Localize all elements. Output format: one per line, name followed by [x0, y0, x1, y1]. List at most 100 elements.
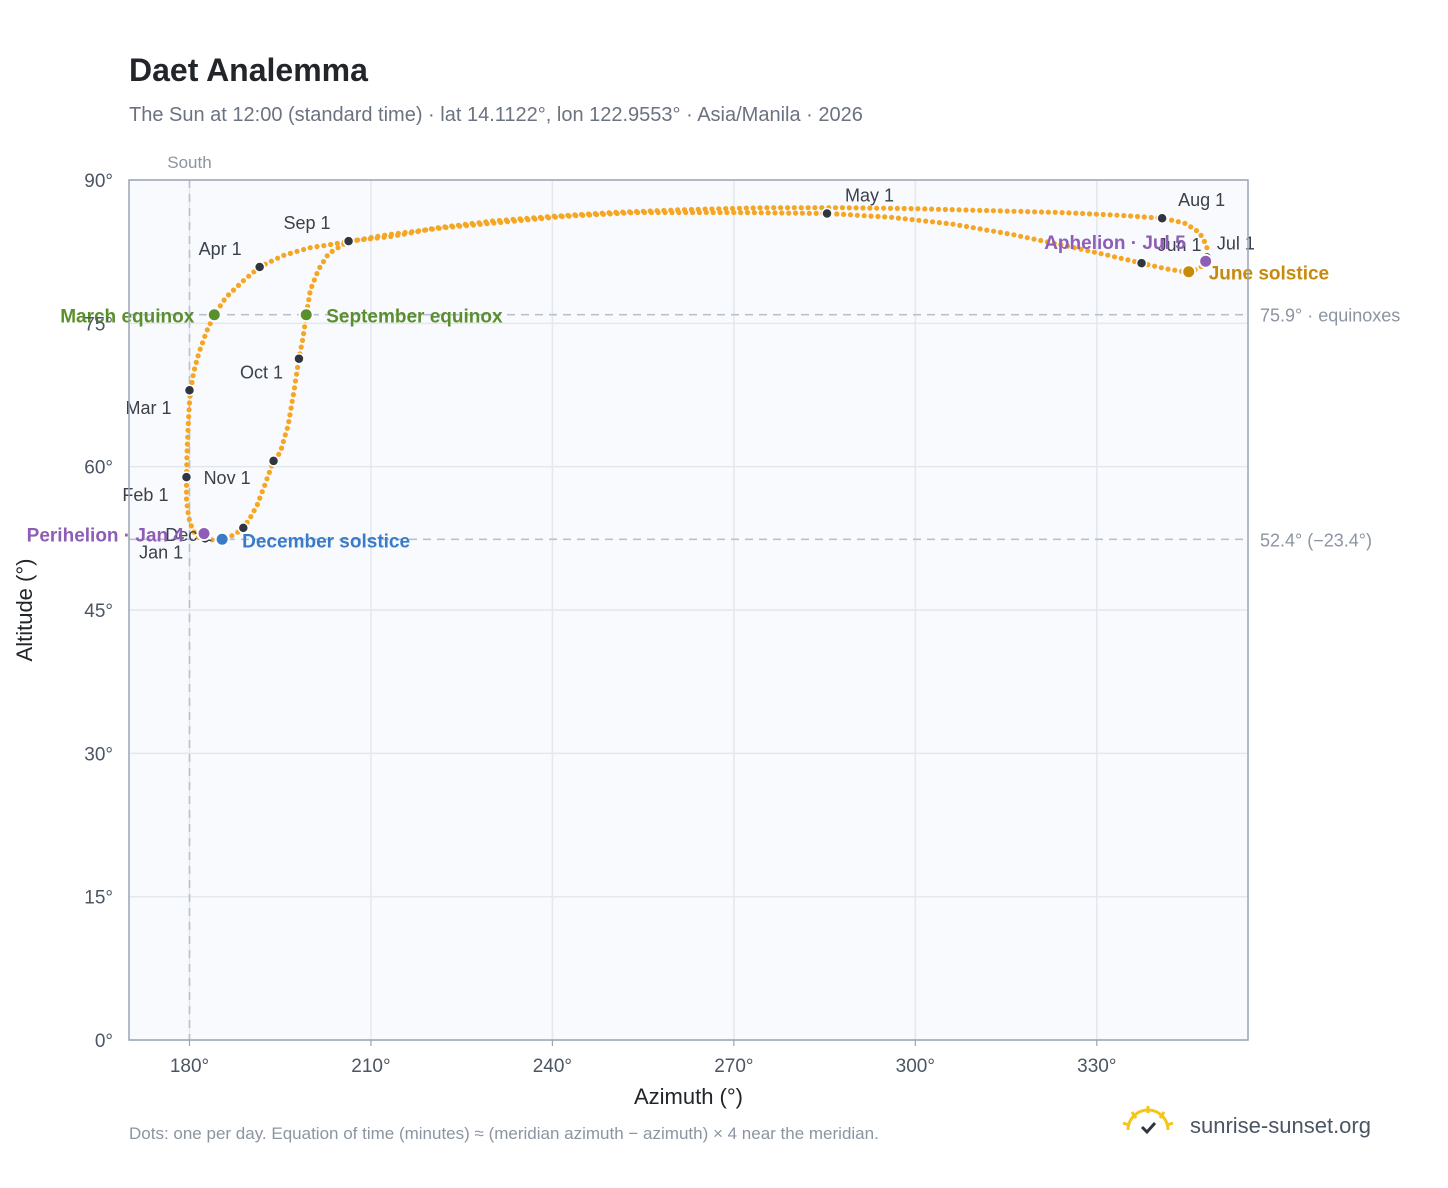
analemma-day-dot [860, 205, 866, 211]
reference-line-label: 75.9° · equinoxes [1260, 306, 1400, 326]
analemma-day-dot [229, 533, 235, 539]
analemma-day-dot [627, 209, 633, 215]
analemma-day-dot [1025, 209, 1031, 215]
analemma-day-dot [868, 213, 874, 219]
analemma-day-dot [299, 337, 306, 343]
analemma-day-dot [585, 211, 592, 217]
analemma-day-dot [189, 379, 195, 386]
meridian-label: South [167, 153, 211, 172]
analemma-day-dot [1058, 242, 1064, 248]
analemma-day-dot [854, 212, 860, 218]
analemma-day-dot [579, 211, 585, 218]
analemma-day-dot [282, 432, 288, 438]
analemma-day-dot [435, 225, 441, 231]
analemma-day-dot [723, 206, 729, 212]
analemma-day-dot [1158, 265, 1164, 271]
analemma-day-dot [254, 501, 260, 508]
analemma-day-dot [317, 264, 323, 270]
brand-name[interactable]: sunrise-sunset.org [1190, 1113, 1371, 1138]
analemma-day-dot [956, 207, 962, 213]
analemma-day-dot [1038, 237, 1044, 244]
x-tick-label: 270° [714, 1056, 753, 1077]
analemma-day-dot [314, 244, 320, 250]
analemma-day-dot [1018, 233, 1024, 239]
analemma-day-dot [1201, 238, 1207, 244]
analemma-day-dot [191, 366, 198, 372]
event-marker [206, 307, 222, 323]
analemma-day-dot [882, 214, 888, 220]
reference-lines: South 75.9° · equinoxes 52.4° (−23.4°) [129, 153, 1400, 1040]
analemma-day-dot [307, 245, 313, 251]
analemma-day-dot [184, 455, 190, 461]
analemma-day-dot [275, 255, 281, 261]
analemma-day-dot [1065, 243, 1071, 249]
analemma-day-dot [496, 217, 502, 224]
analemma-day-dot [1182, 220, 1188, 226]
analemma-day-dot [923, 218, 929, 224]
analemma-day-dot [793, 210, 799, 216]
analemma-day-dot [1045, 209, 1051, 215]
analemma-day-dot [990, 208, 997, 214]
analemma-day-dot [276, 451, 282, 457]
analemma-day-dot [736, 205, 743, 211]
analemma-day-dot [599, 210, 605, 216]
analemma-day-dot [251, 508, 257, 514]
analemma-day-dot [289, 398, 295, 404]
analemma-day-dot [592, 211, 598, 217]
analemma-day-dot [813, 210, 819, 216]
event-marker [298, 307, 314, 323]
analemma-day-dot [565, 212, 571, 218]
analemma-day-dot [374, 235, 380, 241]
analemma-day-dot [1204, 245, 1210, 251]
analemma-day-dot [889, 214, 895, 220]
analemma-day-dot [970, 225, 976, 231]
analemma-day-dot [1066, 210, 1072, 216]
analemma-day-dot [510, 216, 516, 222]
month-marker-label: Nov 1 [204, 468, 251, 488]
month-marker [180, 471, 193, 483]
analemma-day-dot [266, 469, 272, 475]
event-marker [196, 526, 212, 542]
x-tick-label: 240° [533, 1056, 572, 1077]
brand-logo[interactable]: sunrise-sunset.org [1120, 1104, 1390, 1148]
analemma-day-dot [786, 210, 792, 216]
footnote: Dots: one per day. Equation of time (min… [129, 1124, 879, 1143]
analemma-day-dot [183, 482, 190, 488]
analemma-day-dot [1169, 217, 1175, 223]
analemma-day-dot [185, 509, 191, 516]
analemma-day-dot [935, 206, 942, 212]
analemma-day-dot [298, 344, 304, 350]
analemma-day-dot [977, 226, 983, 232]
analemma-day-dot [894, 205, 900, 211]
month-marker [293, 352, 305, 365]
analemma-day-dot [942, 206, 949, 213]
month-marker-label: Feb 1 [122, 485, 168, 505]
analemma-day-dot [997, 229, 1004, 235]
y-axis-label: Altitude (°) [12, 559, 37, 662]
analemma-day-dot [950, 221, 956, 227]
analemma-day-dot [791, 205, 797, 211]
analemma-day-dot [184, 448, 190, 454]
analemma-day-dot [695, 206, 701, 212]
month-marker [821, 207, 833, 220]
analemma-day-dot [702, 206, 708, 212]
analemma-day-dot [197, 346, 203, 352]
analemma-day-dot [832, 205, 839, 211]
analemma-day-dot [401, 231, 407, 237]
analemma-day-dot [395, 232, 401, 238]
analemma-day-dot [186, 414, 192, 420]
analemma-day-dot [1071, 245, 1077, 251]
analemma-day-dot [1125, 257, 1131, 263]
y-tick-label: 75° [84, 314, 113, 335]
analemma-day-dot [462, 221, 468, 227]
analemma-day-dot [881, 205, 887, 211]
analemma-day-dot [731, 209, 737, 216]
analemma-day-dot [185, 420, 191, 427]
analemma-day-dot [1111, 254, 1118, 260]
analemma-day-dot [929, 219, 936, 225]
analemma-day-dot [758, 210, 764, 216]
analemma-day-dot [902, 216, 908, 222]
analemma-day-dot [1085, 248, 1091, 254]
analemma-day-dot [772, 210, 778, 216]
analemma-day-dot [984, 227, 990, 233]
